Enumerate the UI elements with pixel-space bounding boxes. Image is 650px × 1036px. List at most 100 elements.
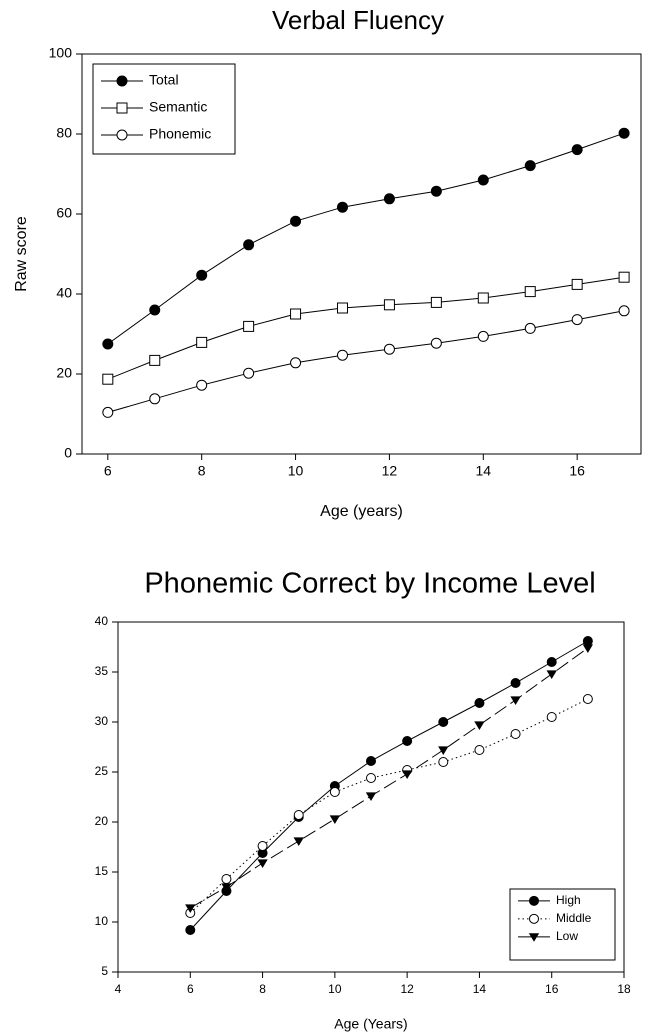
y-tick-label: 5 bbox=[101, 964, 108, 978]
data-point bbox=[474, 698, 485, 708]
x-axis-label: Age (Years) bbox=[334, 1016, 407, 1032]
data-point bbox=[474, 745, 485, 755]
data-point bbox=[290, 357, 302, 369]
data-point bbox=[185, 904, 196, 913]
data-point bbox=[477, 174, 489, 186]
data-point bbox=[336, 302, 348, 314]
data-point bbox=[383, 193, 395, 205]
legend-marker bbox=[116, 102, 128, 114]
x-tick-label: 6 bbox=[104, 463, 112, 479]
legend-label: Semantic bbox=[149, 99, 207, 115]
y-tick-label: 10 bbox=[95, 914, 109, 928]
data-point bbox=[618, 127, 630, 139]
data-point bbox=[618, 271, 630, 283]
data-point bbox=[221, 874, 232, 884]
data-point bbox=[102, 373, 114, 385]
x-tick-label: 8 bbox=[198, 463, 206, 479]
data-point bbox=[477, 330, 489, 342]
legend-marker bbox=[528, 933, 540, 942]
series-line bbox=[190, 647, 589, 909]
data-point bbox=[290, 215, 302, 227]
x-tick-label: 14 bbox=[476, 463, 492, 479]
data-point bbox=[546, 670, 557, 679]
x-tick-label: 18 bbox=[617, 982, 631, 996]
y-tick-label: 40 bbox=[95, 614, 109, 628]
data-point bbox=[438, 746, 449, 755]
data-point bbox=[149, 393, 161, 405]
data-point bbox=[546, 657, 557, 667]
y-tick-label: 35 bbox=[95, 664, 109, 678]
y-tick-label: 0 bbox=[64, 445, 72, 461]
data-point bbox=[293, 837, 304, 846]
data-point bbox=[582, 644, 594, 653]
data-point bbox=[102, 406, 114, 418]
data-point bbox=[582, 694, 593, 704]
data-point bbox=[546, 712, 557, 722]
data-point bbox=[474, 721, 485, 730]
series-line bbox=[107, 276, 625, 380]
data-point bbox=[582, 636, 593, 646]
data-point bbox=[383, 343, 395, 355]
data-point bbox=[477, 292, 489, 304]
data-point bbox=[402, 736, 413, 746]
series-line bbox=[189, 698, 589, 914]
data-point bbox=[329, 815, 341, 824]
data-point bbox=[257, 859, 268, 868]
data-point bbox=[524, 286, 536, 298]
data-point bbox=[196, 269, 208, 281]
data-point bbox=[618, 305, 630, 317]
data-point bbox=[430, 185, 442, 197]
series-line bbox=[189, 640, 589, 931]
legend-label: Low bbox=[556, 929, 578, 943]
series-line bbox=[107, 310, 625, 413]
x-tick-label: 12 bbox=[382, 463, 398, 479]
data-point bbox=[329, 787, 340, 797]
y-tick-label: 25 bbox=[95, 764, 109, 778]
x-tick-label: 12 bbox=[400, 982, 414, 996]
x-tick-label: 8 bbox=[259, 982, 266, 996]
data-point bbox=[196, 379, 208, 391]
data-point bbox=[149, 354, 161, 366]
legend-marker bbox=[529, 913, 539, 924]
data-point bbox=[401, 770, 413, 779]
x-tick-label: 14 bbox=[473, 982, 487, 996]
data-point bbox=[438, 717, 449, 727]
y-axis-label: Raw score bbox=[13, 216, 30, 292]
x-tick-label: 10 bbox=[328, 982, 342, 996]
y-tick-label: 80 bbox=[56, 125, 72, 141]
chart-title: Verbal Fluency bbox=[272, 5, 444, 35]
y-tick-label: 20 bbox=[95, 814, 109, 828]
legend-marker bbox=[529, 895, 539, 906]
data-point bbox=[571, 144, 583, 156]
data-point bbox=[243, 367, 255, 379]
data-point bbox=[524, 160, 536, 172]
chart-title: Phonemic Correct by Income Level bbox=[144, 568, 595, 600]
data-point bbox=[196, 336, 208, 348]
data-point bbox=[438, 757, 449, 767]
x-tick-label: 6 bbox=[187, 982, 194, 996]
legend-marker bbox=[116, 129, 128, 141]
data-point bbox=[243, 320, 255, 332]
data-point bbox=[243, 239, 255, 251]
y-tick-label: 30 bbox=[95, 714, 109, 728]
y-tick-label: 15 bbox=[95, 864, 109, 878]
data-point bbox=[336, 201, 348, 213]
data-point bbox=[336, 349, 348, 361]
data-point bbox=[185, 925, 196, 935]
data-point bbox=[293, 810, 304, 820]
data-point bbox=[365, 792, 377, 801]
y-tick-label: 20 bbox=[56, 365, 72, 381]
x-tick-label: 16 bbox=[545, 982, 559, 996]
data-point bbox=[571, 278, 583, 290]
y-tick-label: 100 bbox=[49, 45, 73, 61]
data-point bbox=[102, 338, 114, 350]
data-point bbox=[383, 299, 395, 311]
legend-label: Middle bbox=[556, 911, 592, 925]
legend-label: High bbox=[556, 893, 581, 907]
data-point bbox=[524, 322, 536, 334]
legend-marker bbox=[116, 75, 128, 87]
data-point bbox=[366, 756, 376, 766]
data-point bbox=[510, 678, 521, 688]
